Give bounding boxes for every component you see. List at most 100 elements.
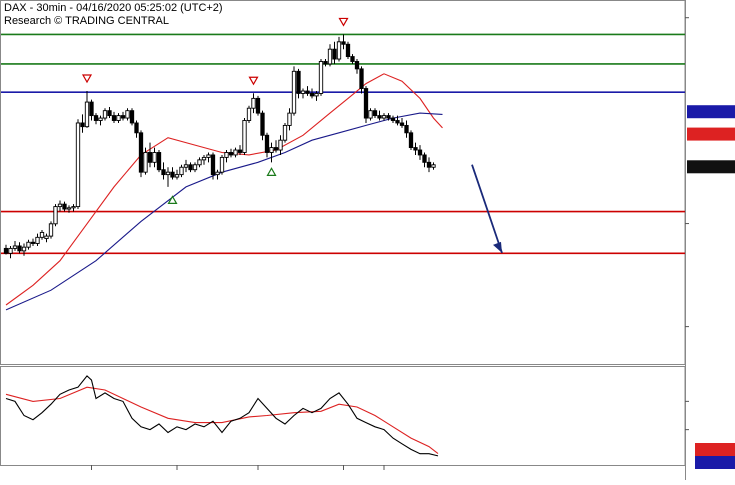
candle (18, 242, 21, 253)
candle (9, 246, 12, 258)
candle (252, 93, 255, 113)
candle-body-up (220, 157, 223, 172)
candle (324, 59, 327, 66)
candle-body-down (261, 113, 264, 135)
candle (162, 162, 165, 179)
candle (103, 108, 106, 120)
candle (135, 121, 138, 138)
candle-body-down (162, 170, 165, 175)
candle-body-down (373, 111, 376, 116)
candle (175, 170, 178, 180)
candle-body-down (405, 125, 408, 132)
candle-body-down (81, 123, 84, 127)
candle-body-down (378, 116, 381, 118)
candle (189, 162, 192, 172)
candle-body-up (40, 232, 43, 237)
candle-body-up (103, 111, 106, 118)
candle (81, 114, 84, 132)
moving-average-layer (6, 74, 443, 310)
candle-body-up (184, 165, 187, 167)
candle-body-up (382, 116, 385, 118)
candle-body-up (301, 91, 304, 93)
candle-body-down (211, 155, 214, 175)
candle-body-down (4, 248, 7, 253)
rsi-panel-frame (1, 367, 686, 466)
candle-body-down (112, 116, 115, 121)
candle-body-up (432, 165, 435, 167)
candle-body-up (144, 152, 147, 172)
candle (85, 91, 88, 128)
candle-body-up (288, 113, 291, 125)
candle (391, 116, 394, 123)
candle-body-up (234, 150, 237, 155)
swing-high-marker (250, 77, 258, 84)
candle-body-down (400, 123, 403, 125)
candle-body-up (58, 204, 61, 206)
candle-body-up (202, 157, 205, 159)
candle-body-up (328, 49, 331, 64)
candle-body-up (117, 116, 120, 121)
levels-layer (1, 34, 685, 253)
candle-body-up (279, 140, 282, 150)
candle (270, 143, 273, 163)
candle (261, 111, 264, 141)
candle (94, 113, 97, 124)
candle-body-down (171, 172, 174, 177)
candle-body-up (27, 242, 30, 247)
candle-body-down (189, 165, 192, 170)
candle (427, 157, 430, 172)
candle (45, 234, 48, 243)
candle-body-up (270, 148, 273, 153)
candle (423, 152, 426, 167)
candle (418, 145, 421, 160)
candle-body-down (157, 152, 160, 169)
candle (139, 130, 142, 177)
candle (306, 86, 309, 96)
candle (108, 107, 111, 118)
candle-body-down (414, 148, 417, 150)
rsi-line (6, 376, 438, 456)
candle (198, 157, 201, 167)
candle (283, 123, 286, 143)
candle-body-down (351, 57, 354, 62)
candle (171, 167, 174, 179)
candle (90, 100, 93, 121)
candle (4, 245, 7, 255)
candle (216, 170, 219, 180)
candle (207, 152, 210, 162)
candle-body-up (180, 167, 183, 174)
candle-body-up (45, 236, 48, 238)
candle (247, 106, 250, 123)
candle-body-down (342, 42, 345, 44)
candle-body-down (94, 116, 97, 121)
candle-body-up (252, 98, 255, 108)
candle-body-up (193, 165, 196, 170)
candle-body-up (153, 152, 156, 162)
candle (279, 135, 282, 155)
candle (333, 42, 336, 64)
candle-body-down (274, 148, 277, 150)
candle (121, 112, 124, 121)
rsi-tag-bg (695, 456, 735, 469)
candle (58, 200, 61, 211)
candle (378, 111, 381, 121)
candle (40, 230, 43, 240)
candle-body-down (391, 118, 394, 120)
candle (369, 108, 372, 120)
rsi-ma-line (6, 387, 438, 453)
forecast-arrow-head (493, 242, 502, 253)
grid-layer (1, 0, 686, 480)
candle (184, 160, 187, 172)
candle (49, 221, 52, 238)
rsi-layer (6, 376, 438, 456)
price-tag-bg (687, 105, 735, 118)
candle-body-up (54, 207, 57, 224)
candle-body-up (126, 111, 129, 118)
candle (63, 202, 66, 212)
candle-body-up (49, 224, 52, 236)
candle-body-up (67, 208, 70, 209)
candle-body-down (18, 246, 21, 251)
candle-body-up (175, 175, 178, 177)
